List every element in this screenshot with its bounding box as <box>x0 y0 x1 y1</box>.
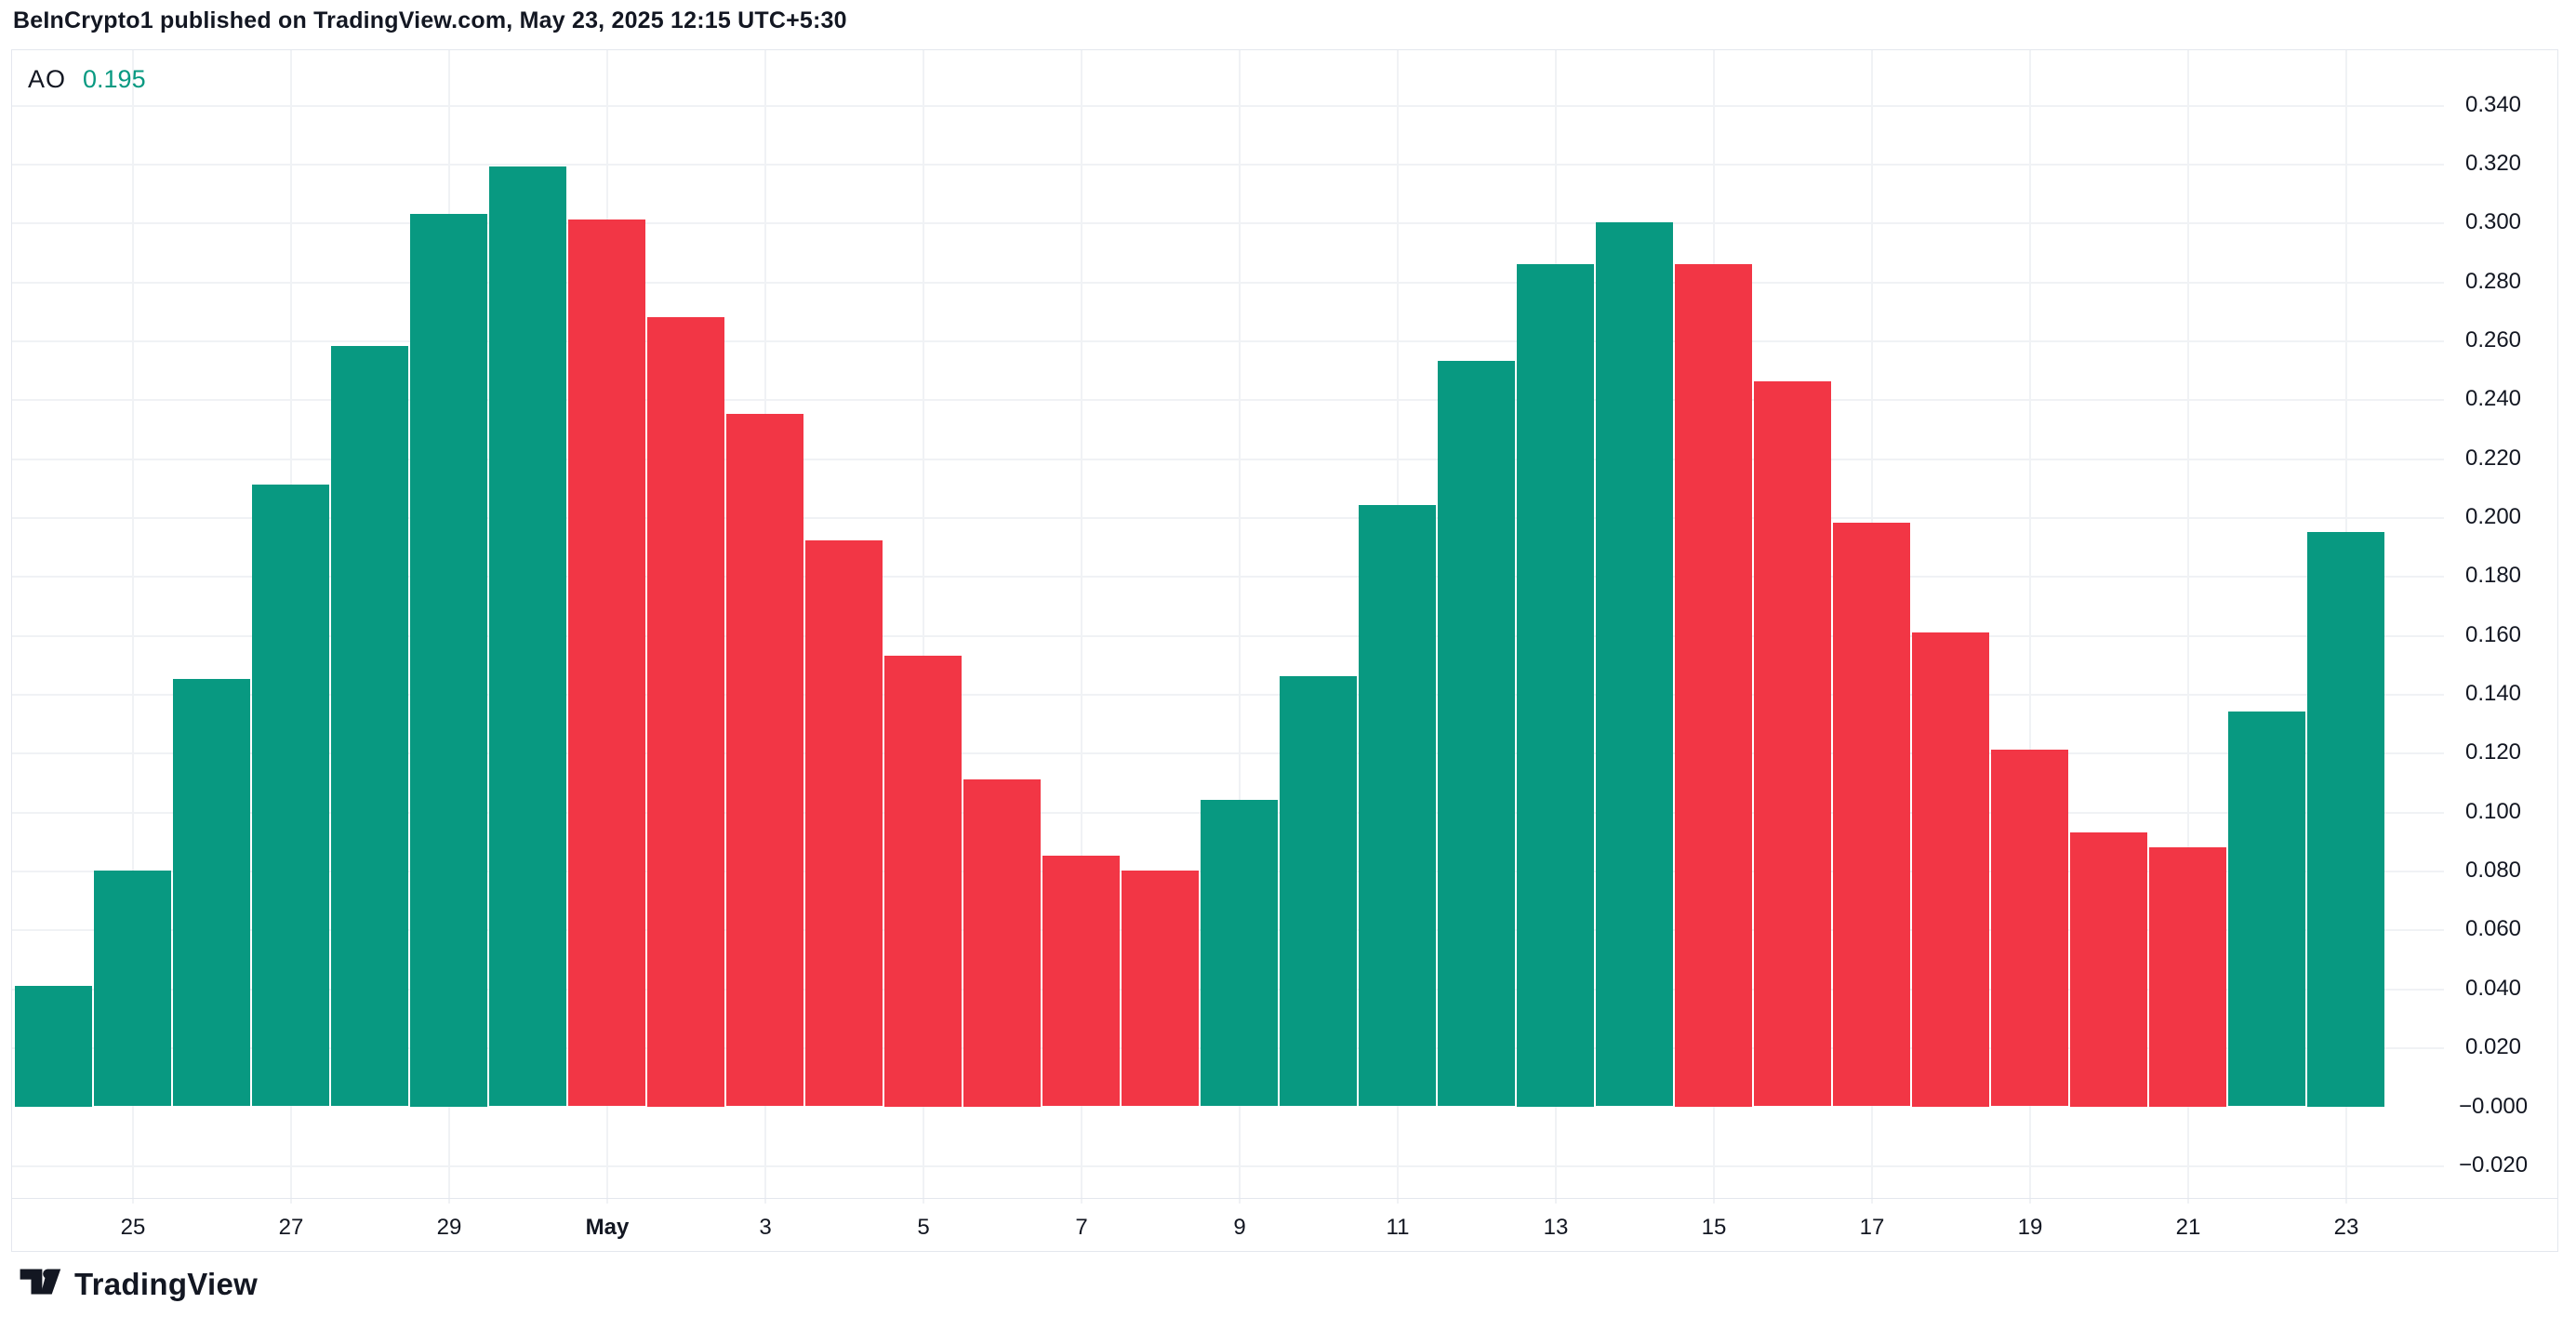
horizontal-gridline <box>12 576 2444 578</box>
time-scale-label: 11 <box>1386 1215 1410 1240</box>
histogram-bar <box>1042 856 1120 1106</box>
histogram-bar <box>2228 712 2305 1106</box>
time-scale-label: 5 <box>917 1215 930 1240</box>
histogram-bar <box>252 485 329 1106</box>
histogram-bar <box>1754 381 1831 1106</box>
histogram-bar <box>1517 264 1594 1107</box>
horizontal-gridline <box>12 222 2444 224</box>
histogram-bar <box>568 220 645 1106</box>
indicator-legend: AO 0.195 <box>28 65 146 94</box>
histogram-bar <box>1280 676 1357 1106</box>
time-scale-label: 19 <box>2017 1215 2043 1240</box>
horizontal-gridline <box>12 282 2444 284</box>
price-scale-label: −0.020 <box>2458 1152 2529 1177</box>
vertical-gridline <box>1081 50 1082 1204</box>
price-scale-label: 0.240 <box>2464 386 2522 411</box>
histogram-bar <box>15 986 92 1107</box>
histogram-bar <box>1833 523 1910 1106</box>
price-scale-label: 0.340 <box>2464 92 2522 117</box>
histogram-bar <box>1201 800 1278 1106</box>
time-scale-label: 15 <box>1701 1215 1727 1240</box>
time-scale-label: 27 <box>278 1215 304 1240</box>
horizontal-gridline <box>12 635 2444 637</box>
histogram-bar <box>1122 871 1199 1106</box>
horizontal-gridline <box>12 1165 2444 1167</box>
price-scale-label: 0.300 <box>2464 209 2522 234</box>
horizontal-gridline <box>12 459 2444 460</box>
price-scale-label: −0.000 <box>2458 1094 2529 1119</box>
histogram-bar <box>2149 847 2226 1107</box>
horizontal-gridline <box>12 340 2444 342</box>
price-scale-label: 0.280 <box>2464 269 2522 294</box>
time-scale-label: 25 <box>120 1215 146 1240</box>
time-scale-label: May <box>585 1215 630 1240</box>
horizontal-gridline <box>12 517 2444 519</box>
time-scale-label: 3 <box>759 1215 772 1240</box>
histogram-bar <box>94 871 171 1106</box>
histogram-bar <box>2070 832 2147 1107</box>
time-scale-label: 7 <box>1075 1215 1088 1240</box>
histogram-bar <box>647 317 724 1107</box>
tradingview-branding: TradingView <box>19 1263 258 1305</box>
indicator-value: 0.195 <box>83 65 146 93</box>
vertical-gridline <box>923 50 924 1204</box>
time-scale-label: 13 <box>1543 1215 1569 1240</box>
histogram-bar <box>1359 505 1436 1106</box>
histogram-bar <box>963 779 1041 1107</box>
histogram-bar <box>1675 264 1752 1107</box>
price-scale-label: 0.180 <box>2464 563 2522 588</box>
price-scale-label: 0.080 <box>2464 858 2522 883</box>
histogram-bar <box>1438 361 1515 1106</box>
time-scale-label: 9 <box>1233 1215 1246 1240</box>
histogram-bar <box>805 540 883 1106</box>
price-scale-label: 0.320 <box>2464 151 2522 176</box>
histogram-bar <box>884 656 962 1107</box>
price-scale-label: 0.120 <box>2464 739 2522 765</box>
horizontal-gridline <box>12 105 2444 107</box>
price-scale-label: 0.160 <box>2464 622 2522 647</box>
histogram-bar <box>489 166 566 1106</box>
price-scale-label: 0.020 <box>2464 1034 2522 1059</box>
histogram-bar <box>410 214 487 1107</box>
price-scale-label: 0.140 <box>2464 681 2522 706</box>
histogram-bar <box>1991 750 2068 1106</box>
indicator-name: AO <box>28 65 67 93</box>
price-scale-label: 0.260 <box>2464 327 2522 353</box>
histogram-bar <box>1596 222 1673 1106</box>
histogram-bar <box>173 679 250 1106</box>
histogram-bar <box>331 346 408 1106</box>
horizontal-gridline <box>12 164 2444 166</box>
histogram-bar <box>1912 632 1989 1107</box>
tradingview-logo-icon <box>19 1263 61 1305</box>
price-scale-label: 0.040 <box>2464 976 2522 1001</box>
time-scale-label: 17 <box>1859 1215 1885 1240</box>
vertical-gridline <box>1239 50 1241 1204</box>
horizontal-gridline <box>12 694 2444 696</box>
price-scale-label: 0.060 <box>2464 916 2522 941</box>
price-scale-label: 0.200 <box>2464 504 2522 529</box>
vertical-gridline <box>2187 50 2189 1204</box>
time-scale-label: 29 <box>436 1215 462 1240</box>
tradingview-logo-text: TradingView <box>74 1266 259 1301</box>
time-axis-separator <box>11 1198 2558 1199</box>
horizontal-gridline <box>12 399 2444 401</box>
attribution-text: BeInCrypto1 published on TradingView.com… <box>13 7 847 33</box>
horizontal-gridline <box>12 752 2444 754</box>
vertical-gridline <box>132 50 134 1204</box>
time-scale-label: 21 <box>2175 1215 2201 1240</box>
vertical-gridline <box>2029 50 2031 1204</box>
price-scale-label: 0.220 <box>2464 446 2522 471</box>
histogram-bar <box>726 414 803 1106</box>
price-scale-label: 0.100 <box>2464 799 2522 824</box>
time-scale-label: 23 <box>2333 1215 2359 1240</box>
histogram-bar <box>2307 532 2384 1107</box>
